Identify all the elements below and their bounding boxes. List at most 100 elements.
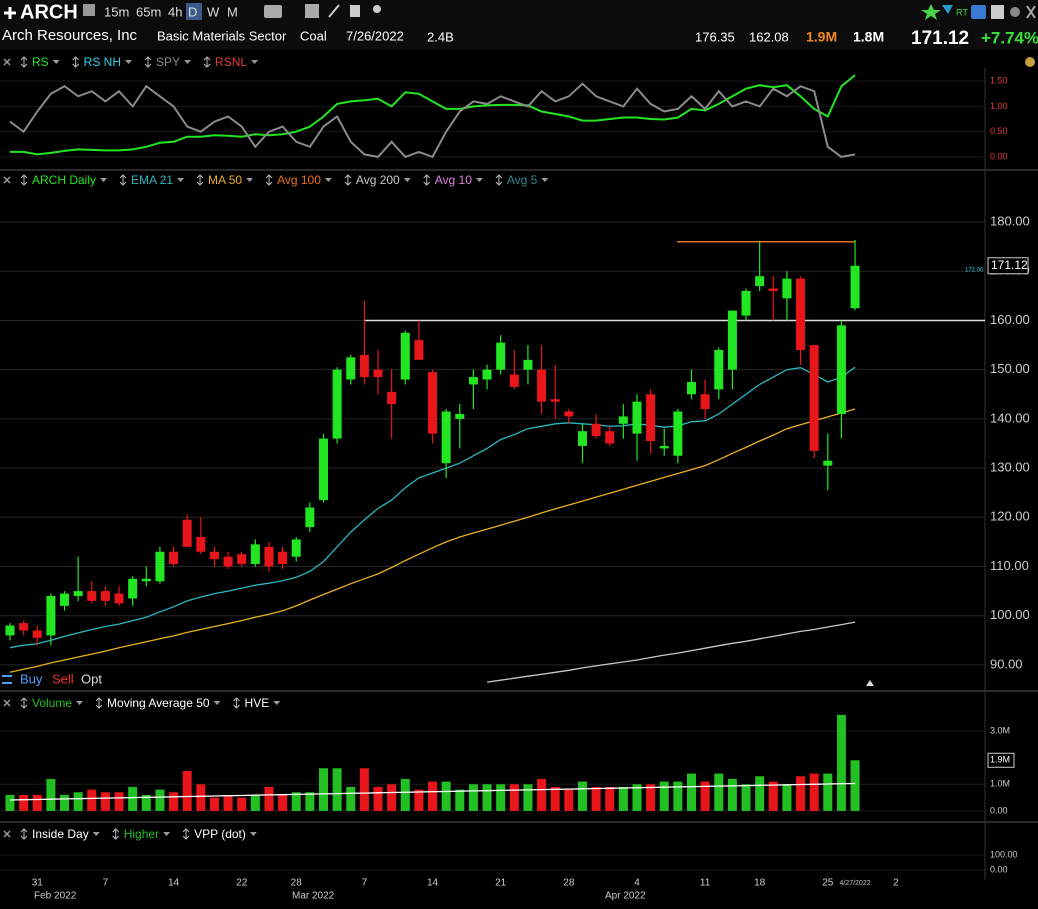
dropdown-arrow[interactable]: [76, 701, 84, 705]
buy-icon[interactable]: [2, 675, 12, 684]
legend-entry[interactable]: Inside Day: [32, 827, 89, 841]
move-handle[interactable]: [265, 174, 273, 186]
candle-body: [700, 394, 710, 410]
rt-label[interactable]: RT: [956, 7, 968, 17]
legend-entry[interactable]: Volume: [32, 696, 72, 710]
tool-icon[interactable]: [264, 5, 282, 18]
move-handle[interactable]: [495, 174, 503, 186]
move-handle[interactable]: [196, 174, 204, 186]
panel-close[interactable]: [3, 699, 11, 707]
dropdown-arrow[interactable]: [251, 60, 259, 64]
candle-body: [373, 369, 383, 378]
timeframe-button[interactable]: W: [207, 4, 220, 19]
move-handle[interactable]: [182, 828, 190, 840]
options-button[interactable]: Opt: [81, 671, 102, 686]
panel-close[interactable]: [3, 58, 11, 66]
settings-icon[interactable]: [1010, 7, 1020, 17]
save-icon[interactable]: [991, 5, 1004, 19]
dropdown-arrow[interactable]: [541, 178, 549, 182]
move-handle[interactable]: [112, 828, 120, 840]
candle-body: [318, 438, 328, 501]
dropdown-arrow[interactable]: [52, 60, 60, 64]
move-handle[interactable]: [20, 697, 28, 709]
move-handle[interactable]: [423, 174, 431, 186]
legend-entry[interactable]: Avg 100: [277, 173, 321, 187]
dropdown-arrow[interactable]: [100, 178, 108, 182]
legend-entry[interactable]: MA 50: [208, 173, 242, 187]
dropdown-arrow[interactable]: [177, 178, 185, 182]
dropdown-arrow[interactable]: [273, 701, 281, 705]
legend-entry[interactable]: Moving Average 50: [107, 696, 210, 710]
candle-body: [46, 596, 56, 636]
volume-bar: [755, 776, 765, 811]
dropdown-arrow[interactable]: [213, 701, 221, 705]
dropdown-arrow[interactable]: [184, 60, 192, 64]
legend-entry[interactable]: Avg 10: [435, 173, 472, 187]
move-handle[interactable]: [95, 697, 103, 709]
move-handle[interactable]: [344, 174, 352, 186]
y-tick-label: 180.00: [990, 214, 1030, 229]
legend-entry[interactable]: RS: [32, 55, 49, 69]
scroll-marker[interactable]: [866, 680, 874, 686]
dropdown-arrow[interactable]: [403, 178, 411, 182]
buy-button[interactable]: Buy: [20, 671, 43, 686]
move-handle[interactable]: [144, 56, 152, 68]
timeframe-button[interactable]: 4h: [168, 4, 182, 19]
move-handle[interactable]: [203, 56, 211, 68]
timeframe-button[interactable]: M: [227, 4, 238, 19]
star-icon[interactable]: [921, 4, 941, 20]
draw-icon[interactable]: [328, 4, 340, 18]
tool-icon[interactable]: [305, 4, 319, 18]
volume-bar: [346, 786, 356, 811]
timeframe-button[interactable]: D: [188, 4, 197, 19]
move-handle[interactable]: [20, 56, 28, 68]
volume-bar: [809, 773, 819, 811]
y-tick-label: 100.00: [990, 607, 1030, 622]
legend-entry[interactable]: HVE: [245, 696, 270, 710]
candle-body: [836, 325, 846, 414]
legend-entry[interactable]: RSNL: [215, 55, 247, 69]
dropdown-arrow[interactable]: [324, 178, 332, 182]
timeframe-button[interactable]: 65m: [136, 4, 161, 19]
volume-bar: [264, 786, 274, 811]
print-icon[interactable]: [83, 4, 95, 16]
x-month-label: Mar 2022: [292, 891, 335, 902]
dropdown-arrow[interactable]: [92, 832, 100, 836]
sell-button[interactable]: Sell: [52, 671, 74, 686]
legend-entry[interactable]: Avg 5: [507, 173, 538, 187]
close-icon[interactable]: [1026, 5, 1036, 19]
rt-icon[interactable]: [942, 5, 953, 14]
volume-bar: [46, 778, 56, 811]
legend-entry[interactable]: ARCH Daily: [32, 173, 96, 187]
move-handle[interactable]: [119, 174, 127, 186]
x-tick-label: 14: [168, 878, 180, 889]
dropdown-arrow[interactable]: [475, 178, 483, 182]
symbol[interactable]: ARCH: [20, 1, 78, 23]
move-handle[interactable]: [20, 828, 28, 840]
share-icon[interactable]: [373, 5, 381, 13]
legend-entry[interactable]: Higher: [124, 827, 159, 841]
candle-body: [196, 536, 206, 552]
legend-entry[interactable]: Avg 200: [356, 173, 400, 187]
move-handle[interactable]: [72, 56, 80, 68]
add-icon[interactable]: [4, 7, 16, 19]
doc-icon[interactable]: [350, 5, 360, 17]
dropdown-arrow[interactable]: [246, 178, 254, 182]
legend-entry[interactable]: EMA 21: [131, 173, 173, 187]
panel-close[interactable]: [3, 830, 11, 838]
move-handle[interactable]: [233, 697, 240, 709]
candle-body: [73, 591, 83, 597]
s-icon[interactable]: [971, 5, 986, 19]
palette-icon[interactable]: [1025, 57, 1035, 67]
dropdown-arrow[interactable]: [249, 832, 257, 836]
panel-close[interactable]: [3, 176, 11, 184]
legend-entry[interactable]: SPY: [156, 55, 180, 69]
candle-body: [19, 623, 29, 631]
move-handle[interactable]: [20, 174, 28, 186]
dropdown-arrow[interactable]: [163, 832, 171, 836]
legend-entry[interactable]: RS NH: [84, 55, 121, 69]
timeframe-button[interactable]: 15m: [104, 4, 129, 19]
volume-bar: [782, 784, 792, 811]
dropdown-arrow[interactable]: [125, 60, 133, 64]
legend-entry[interactable]: VPP (dot): [194, 827, 246, 841]
